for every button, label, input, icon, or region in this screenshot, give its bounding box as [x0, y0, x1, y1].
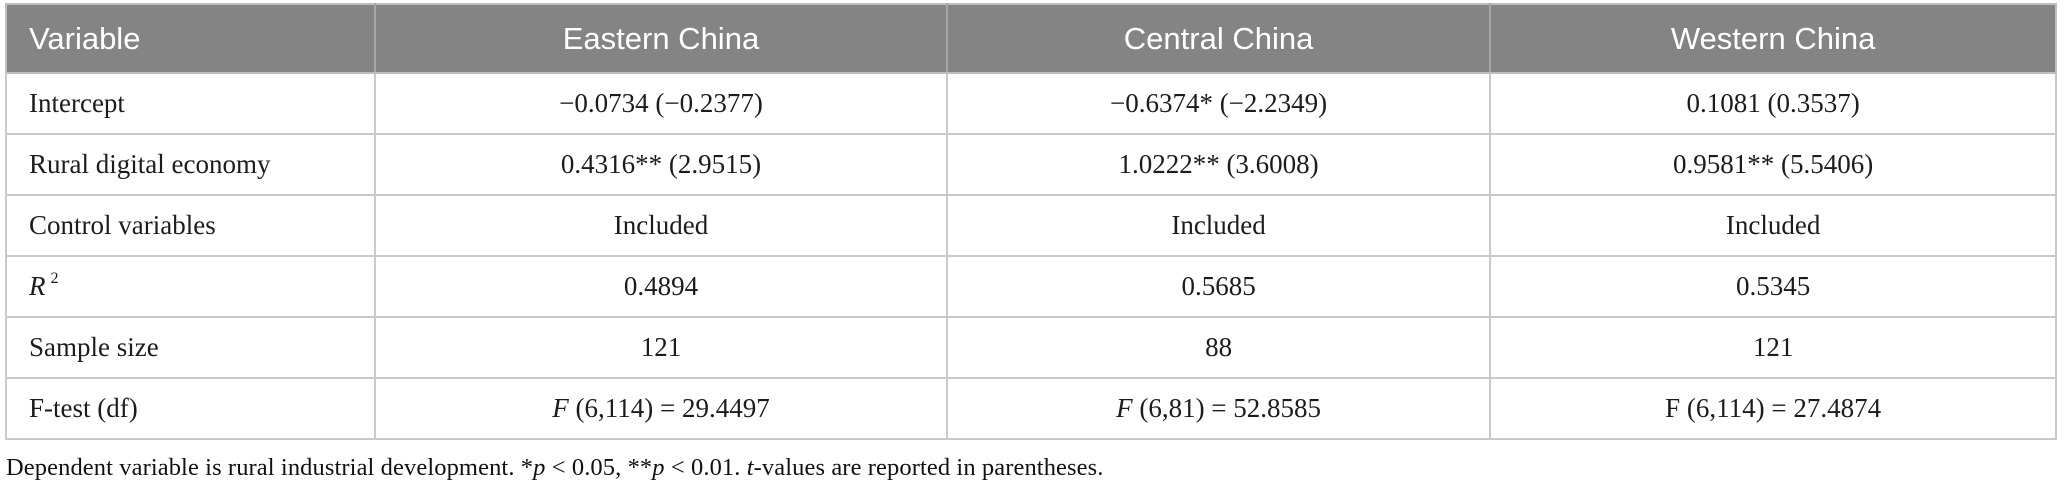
text-segment: 0.5685: [1181, 271, 1256, 301]
column-header-western-china: Western China: [1490, 4, 2056, 74]
text-segment: 0.9581** (5.5406): [1672, 149, 1874, 179]
text-segment: t: [746, 454, 754, 481]
table-cell: F (6,114) = 29.4497: [374, 377, 948, 440]
column-header-eastern-china: Eastern China: [375, 4, 948, 74]
text-segment: 88: [1205, 332, 1233, 362]
table-cell: 0.4894: [374, 255, 948, 318]
text-segment: 2: [50, 269, 59, 287]
table-cell: F (6,81) = 52.8585: [945, 377, 1492, 440]
table-row: Rural digital economy 0.4316** (2.9515) 1.…: [5, 133, 2057, 196]
table-row: Control variables Included Included Include…: [5, 194, 2057, 257]
table-row: Intercept −0.0734 (−0.2377) −0.6374* (−2.2…: [5, 72, 2057, 135]
table-cell: 121: [1489, 316, 2057, 379]
text-segment: 0.5345: [1735, 271, 1811, 301]
text-segment: −0.0734 (−0.2377): [559, 88, 763, 118]
column-header-variable: Variable: [6, 4, 376, 74]
text-segment: Included: [1725, 210, 1821, 240]
text-segment: 0.4316** (2.9515): [560, 149, 762, 179]
row-label: Intercept: [5, 72, 376, 135]
text-segment: 0.1081 (0.3537): [1686, 88, 1860, 118]
table-row: Sample size 121 88 121: [5, 316, 2057, 379]
table-header: Variable Eastern China Central China Wester…: [6, 4, 2056, 74]
text-segment: Dependent variable is rural industrial d…: [6, 454, 534, 481]
text-segment: -values are reported in parentheses.: [753, 454, 1104, 481]
table-cell: F (6,114) = 27.4874: [1489, 377, 2057, 440]
text-segment: Intercept: [29, 88, 125, 118]
table-cell: −0.0734 (−0.2377): [374, 72, 948, 135]
text-segment: R: [29, 271, 46, 301]
table-cell: 0.9581** (5.5406): [1489, 133, 2057, 196]
table-cell: 88: [945, 316, 1492, 379]
table-cell: 1.0222** (3.6008): [945, 133, 1492, 196]
text-segment: F: [552, 393, 569, 423]
table-cell: 0.4316** (2.9515): [374, 133, 948, 196]
row-label: F-test (df): [5, 377, 376, 440]
header-row: Variable Eastern China Central China Wester…: [6, 4, 2056, 74]
table-cell: 121: [374, 316, 948, 379]
text-segment: 121: [1752, 332, 1794, 362]
table-cell: −0.6374* (−2.2349): [945, 72, 1492, 135]
text-segment: (6,81) = 52.8585: [1132, 393, 1322, 423]
row-label: Sample size: [5, 316, 376, 379]
table-cell: Included: [945, 194, 1492, 257]
table-cell: Included: [1489, 194, 2057, 257]
row-label: Rural digital economy: [5, 133, 376, 196]
text-segment: p: [533, 454, 546, 481]
table-cell: 0.1081 (0.3537): [1489, 72, 2057, 135]
text-segment: Rural digital economy: [29, 149, 271, 179]
text-segment: F: [1116, 393, 1133, 423]
text-segment: (6,114) = 29.4497: [568, 393, 770, 423]
table-row: F-test (df) F (6,114) = 29.4497 F (6,81) =…: [5, 377, 2057, 440]
row-label: Control variables: [5, 194, 376, 257]
text-segment: Control variables: [29, 210, 216, 240]
text-segment: Sample size: [29, 332, 159, 362]
text-segment: −0.6374* (−2.2349): [1109, 88, 1328, 118]
text-segment: p: [652, 454, 665, 481]
regression-results-table: Variable Eastern China Central China Wester…: [5, 3, 2057, 440]
table-body: Intercept −0.0734 (−0.2377) −0.6374* (−2.2…: [5, 72, 2057, 440]
table-footnote: Dependent variable is rural industrial d…: [6, 454, 2067, 482]
text-segment: Included: [613, 210, 709, 240]
text-segment: Included: [1171, 210, 1266, 240]
text-segment: < 0.05, **: [545, 454, 653, 481]
text-segment: 1.0222** (3.6008): [1118, 149, 1319, 179]
table-cell: 0.5685: [945, 255, 1492, 318]
text-segment: 0.4894: [623, 271, 699, 301]
table-cell: Included: [374, 194, 948, 257]
table-row: R 2 0.4894 0.5685 0.5345: [5, 255, 2057, 318]
text-segment: 121: [640, 332, 682, 362]
column-header-central-china: Central China: [946, 4, 1492, 74]
table-cell: 0.5345: [1489, 255, 2057, 318]
text-segment: F (6,114) = 27.4874: [1665, 393, 1882, 423]
text-segment: F-test (df): [29, 393, 138, 423]
text-segment: < 0.01.: [664, 454, 747, 481]
